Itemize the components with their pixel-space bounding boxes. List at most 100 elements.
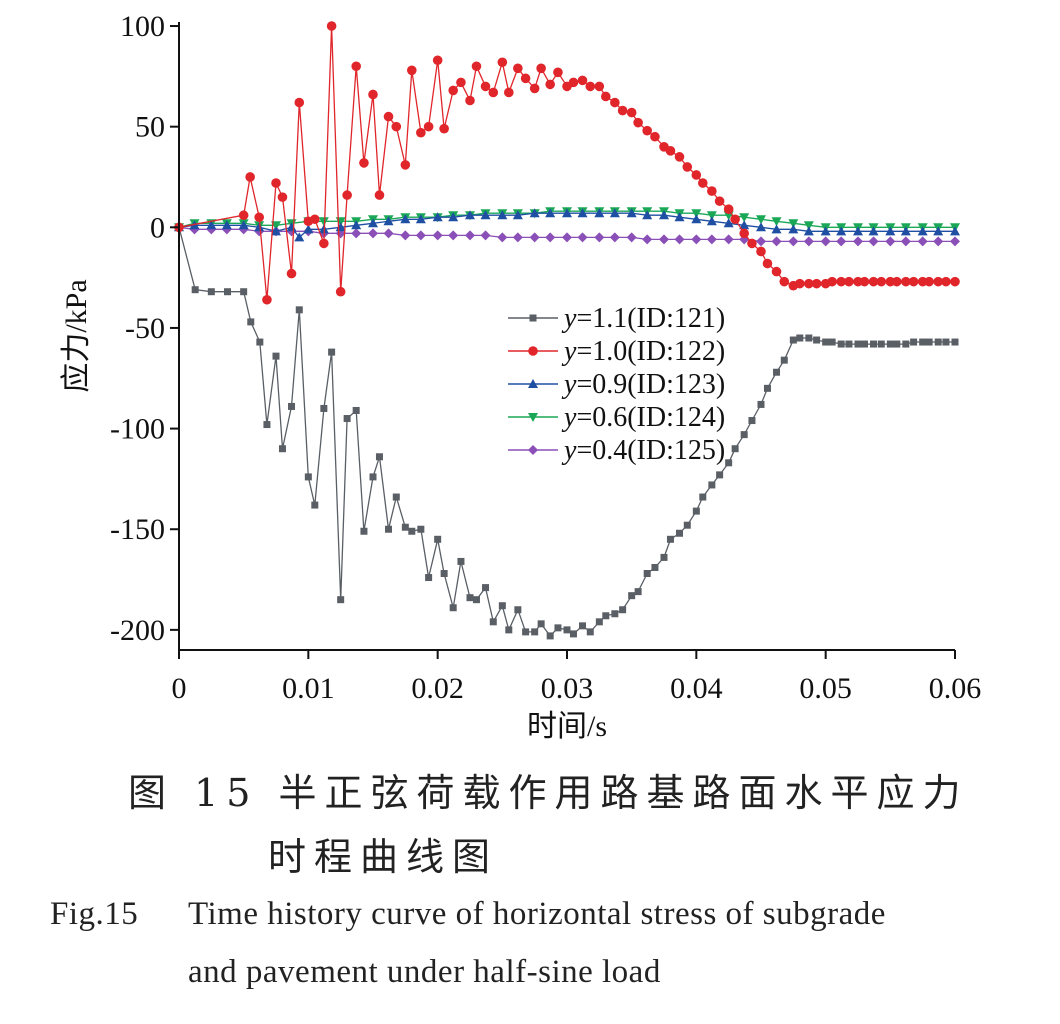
data-point	[310, 214, 320, 225]
data-point	[610, 97, 620, 108]
x-tick-label: 0.06	[929, 672, 982, 705]
data-point	[779, 276, 790, 287]
data-point	[885, 226, 896, 236]
data-point	[531, 628, 539, 636]
data-point	[771, 224, 782, 234]
data-point	[595, 618, 603, 626]
data-point	[941, 276, 951, 287]
data-point	[351, 220, 362, 230]
legend-label: y=0.4(ID:125)	[561, 435, 725, 466]
data-point	[383, 216, 394, 226]
data-point	[513, 63, 523, 74]
data-point	[536, 63, 546, 74]
data-point	[553, 67, 563, 78]
data-point	[522, 628, 530, 636]
data-point	[440, 570, 448, 578]
data-point	[449, 604, 457, 612]
data-point	[674, 152, 685, 162]
data-point	[328, 348, 336, 356]
data-point	[342, 190, 352, 200]
data-point	[708, 481, 716, 489]
data-point	[465, 95, 475, 106]
data-point	[579, 622, 587, 630]
data-point	[407, 65, 417, 76]
data-point	[660, 553, 668, 561]
data-point	[771, 236, 782, 247]
data-point	[665, 146, 676, 156]
x-axis-title: 时间/s	[527, 710, 607, 743]
data-point	[383, 228, 394, 239]
caption-en-line1: Time history curve of horizontal stress …	[188, 896, 886, 932]
data-point	[763, 384, 771, 392]
data-point	[272, 352, 280, 360]
x-tick-label: 0.04	[670, 672, 723, 705]
data-point	[466, 594, 474, 602]
series-0	[175, 223, 959, 640]
data-point	[836, 226, 847, 236]
data-point	[747, 238, 757, 249]
data-point	[529, 208, 540, 218]
data-point	[868, 226, 879, 236]
data-point	[569, 630, 577, 638]
data-point	[400, 230, 411, 241]
data-point	[773, 368, 781, 376]
data-point	[563, 626, 571, 634]
data-point	[900, 226, 911, 236]
data-point	[245, 172, 255, 182]
series-1	[174, 21, 960, 305]
data-point	[853, 236, 863, 247]
data-point	[352, 406, 360, 414]
x-tick-label: 0.03	[541, 672, 594, 705]
data-point	[294, 97, 305, 108]
data-point	[602, 612, 610, 620]
data-point	[691, 209, 702, 219]
data-point	[263, 421, 271, 429]
data-point	[950, 226, 960, 236]
data-point	[498, 602, 506, 610]
data-point	[238, 220, 249, 230]
data-point	[562, 208, 572, 218]
data-point	[480, 230, 491, 241]
y-tick-label: -150	[110, 513, 165, 546]
data-point	[456, 77, 466, 88]
data-point	[844, 276, 854, 287]
data-point	[351, 61, 361, 72]
data-point	[950, 276, 960, 287]
data-point	[951, 338, 959, 346]
caption-en-label: Fig.15	[50, 896, 139, 932]
data-point	[707, 186, 717, 196]
y-tick-label: 50	[135, 111, 165, 144]
data-point	[585, 81, 596, 92]
data-point	[706, 211, 717, 221]
data-point	[586, 628, 594, 636]
data-point	[520, 73, 531, 84]
data-point	[375, 453, 383, 461]
data-point	[699, 493, 707, 501]
data-point	[271, 178, 281, 188]
data-point	[505, 626, 513, 634]
data-point	[757, 400, 765, 408]
data-point	[870, 340, 878, 348]
data-point	[788, 236, 799, 247]
data-point	[901, 276, 911, 287]
data-point	[247, 318, 255, 326]
data-point	[335, 286, 346, 297]
legend-marker	[528, 346, 538, 356]
data-point	[837, 340, 845, 348]
caption-en-line2: and pavement under half-sine load	[188, 954, 661, 990]
data-point	[804, 278, 814, 289]
data-point	[304, 473, 312, 481]
data-point	[908, 276, 919, 287]
data-point	[933, 226, 944, 236]
data-point	[933, 236, 944, 247]
data-point	[482, 584, 490, 592]
data-point	[642, 125, 652, 136]
data-point	[730, 214, 740, 225]
data-point	[359, 158, 369, 168]
data-point	[545, 232, 556, 243]
legend-label: y=1.0(ID:122)	[561, 336, 725, 367]
data-point	[876, 276, 887, 287]
data-point	[256, 338, 264, 346]
legend-marker	[528, 379, 538, 388]
data-point	[400, 214, 411, 224]
